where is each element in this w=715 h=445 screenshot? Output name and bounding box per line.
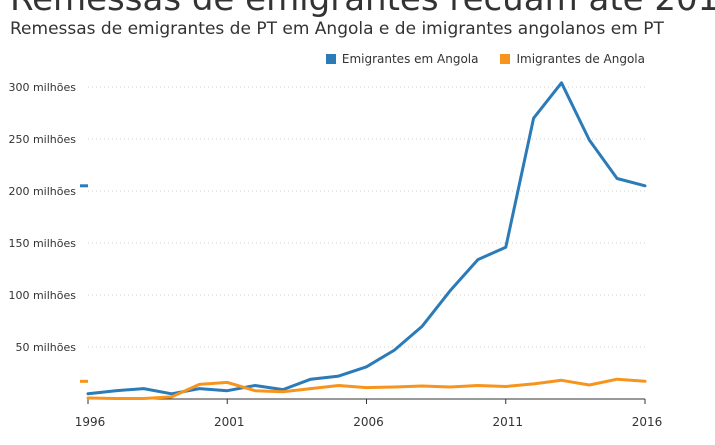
legend-swatch-emigrantes [325, 54, 336, 64]
legend-label-emigrantes: Emigrantes em Angola [341, 52, 479, 66]
y-tick-label-50: 50 milhões [15, 341, 76, 354]
x-tick-label-2011: 2011 [492, 415, 523, 429]
legend-swatch-imigrantes [500, 54, 511, 64]
y-tick-label-250: 250 milhões [8, 133, 76, 146]
x-tick-label-1996: 1996 [75, 415, 106, 429]
y-tick-label-200: 200 milhões [8, 185, 76, 198]
legend-item-imigrantes[interactable]: Imigrantes de Angola [500, 52, 645, 66]
legend-item-emigrantes[interactable]: Emigrantes em Angola [325, 52, 479, 66]
chart-subtitle: Remessas de emigrantes de PT em Angola e… [10, 19, 664, 39]
chart-title: Remessas de emigrantes recuam até 2016 [10, 0, 715, 19]
legend: Emigrantes em Angola Imigrantes de Angol… [325, 52, 645, 66]
series-line-imigrantes [86, 377, 647, 400]
y-tick-label-100: 100 milhões [8, 289, 76, 302]
x-tick-label-2006: 2006 [353, 415, 384, 429]
series-line-emigrantes [86, 81, 647, 396]
y-tick-label-150: 150 milhões [8, 237, 76, 250]
x-tick-label-2001: 2001 [214, 415, 245, 429]
y-tick-label-300: 300 milhões [8, 81, 76, 94]
legend-label-imigrantes: Imigrantes de Angola [516, 52, 645, 66]
x-tick-label-2016: 2016 [632, 415, 663, 429]
